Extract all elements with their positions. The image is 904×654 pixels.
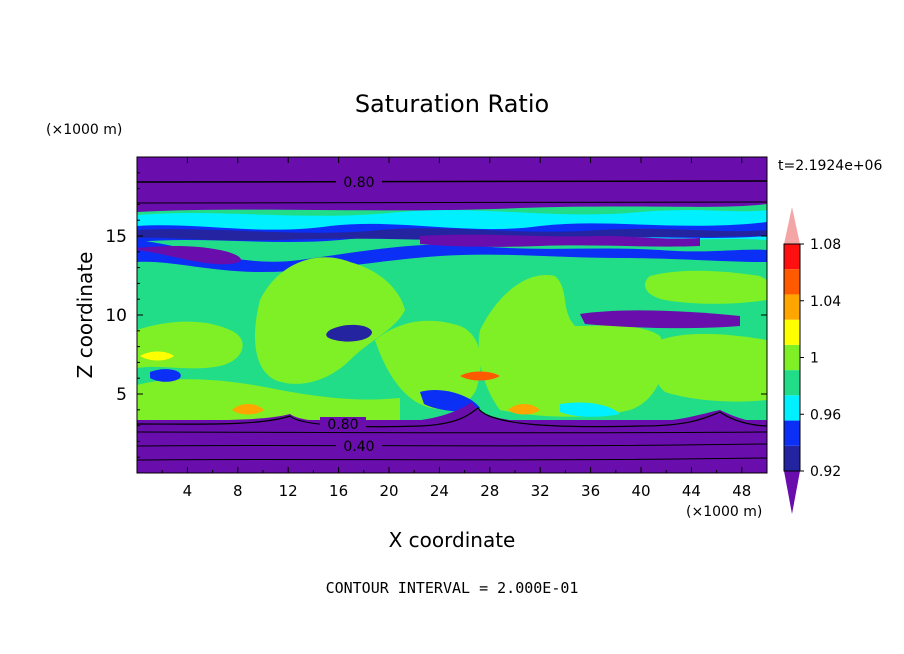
x-tick-label: 20 — [379, 482, 398, 500]
light-green-blob-7 — [137, 379, 400, 420]
blue-patch-left — [150, 369, 181, 382]
contour-label-3: 0.40 — [343, 439, 374, 455]
contour-label-bg-2 — [320, 417, 366, 431]
light-green-blob-2 — [255, 257, 405, 384]
colorbar-labels: 1.08 1.04 1 0.96 0.92 — [800, 237, 841, 480]
x-axis-label: X coordinate — [389, 528, 516, 552]
light-green-blob-3 — [375, 320, 481, 410]
blue-patch-center — [420, 389, 480, 412]
x-tick-label: 44 — [682, 482, 701, 500]
colorbar-segment — [784, 395, 800, 421]
contour-line-0.40 — [137, 443, 767, 447]
y-axis-ticks: 5 10 15 — [105, 172, 767, 458]
x-axis-ticks: 4 8 12 16 20 24 28 32 36 40 44 48 — [161, 157, 751, 500]
dark-blue-patch — [326, 324, 372, 342]
x-tick-label: 36 — [581, 482, 600, 500]
contour-label-1: 0.80 — [343, 175, 374, 191]
x-tick-label: 12 — [279, 482, 298, 500]
y-tick-label: 15 — [105, 227, 127, 247]
contour-line-lower-2 — [137, 431, 767, 434]
light-green-blob-6 — [653, 333, 767, 402]
time-label: t=2.1924e+06 — [778, 158, 882, 174]
colorbar-tick-label: 0.92 — [810, 464, 841, 480]
lower-dry-layer — [137, 402, 767, 473]
contour-line-upper-2 — [137, 201, 767, 204]
dry-patch-right — [580, 310, 740, 329]
dry-patch-upper-left — [137, 246, 241, 265]
contour-label-bg-3 — [336, 439, 382, 453]
colorbar-segment — [784, 420, 800, 446]
x-tick-label: 16 — [329, 482, 348, 500]
colorbar-segment — [784, 370, 800, 396]
contour-line-0.80-upper — [137, 180, 767, 183]
x-tick-label: 40 — [631, 482, 650, 500]
x-tick-label: 32 — [531, 482, 550, 500]
light-green-blob-1 — [137, 321, 243, 369]
y-axis-label: Z coordinate — [73, 252, 97, 379]
y-tick-label: 10 — [105, 306, 127, 326]
orange-spot-1 — [232, 404, 264, 415]
colorbar-tick-label: 1.04 — [810, 294, 841, 310]
colorbar-segments — [783, 243, 801, 472]
colorbar-segment — [784, 269, 800, 295]
colorbar: 1.08 1.04 1 0.96 0.92 — [783, 207, 841, 514]
yellow-spot-1 — [140, 351, 174, 361]
y-unit-label: (×1000 m) — [46, 122, 122, 138]
blue-band-lower — [137, 240, 767, 272]
contour-line-0.80-lower — [137, 407, 767, 428]
colorbar-segment — [784, 319, 800, 345]
x-tick-label: 24 — [430, 482, 449, 500]
orange-spot-3 — [460, 371, 500, 381]
y-tick-label: 5 — [116, 385, 127, 405]
x-unit-label: (×1000 m) — [686, 504, 762, 520]
contour-label-bg-1 — [336, 174, 382, 190]
contour-interval-footer: CONTOUR INTERVAL = 2.000E-01 — [326, 579, 579, 597]
contour-line-lower-3 — [137, 457, 767, 461]
colorbar-segment — [784, 344, 800, 371]
x-tick-label: 28 — [480, 482, 499, 500]
colorbar-under-arrow — [784, 471, 800, 514]
contour-label-2: 0.80 — [327, 417, 358, 433]
chart-title: Saturation Ratio — [355, 90, 549, 118]
colorbar-segment — [784, 445, 800, 471]
colorbar-segment — [784, 294, 800, 320]
colorbar-segment — [784, 244, 800, 270]
light-green-blob-4 — [478, 274, 665, 417]
colorbar-tick-label: 0.96 — [810, 407, 841, 423]
colorbar-tick-label: 1.08 — [810, 237, 841, 253]
x-tick-label: 48 — [732, 482, 751, 500]
cyan-patch-bottom — [560, 402, 620, 417]
light-green-blob-5 — [645, 270, 767, 304]
colorbar-tick-label: 1 — [810, 351, 819, 367]
upper-dry-layer — [137, 182, 767, 204]
plot-area — [137, 157, 767, 473]
colorbar-over-arrow — [784, 207, 800, 244]
orange-spot-2 — [508, 404, 540, 415]
x-tick-label: 8 — [233, 482, 243, 500]
x-tick-label: 4 — [183, 482, 193, 500]
dry-patch-upper-mid — [420, 234, 700, 247]
